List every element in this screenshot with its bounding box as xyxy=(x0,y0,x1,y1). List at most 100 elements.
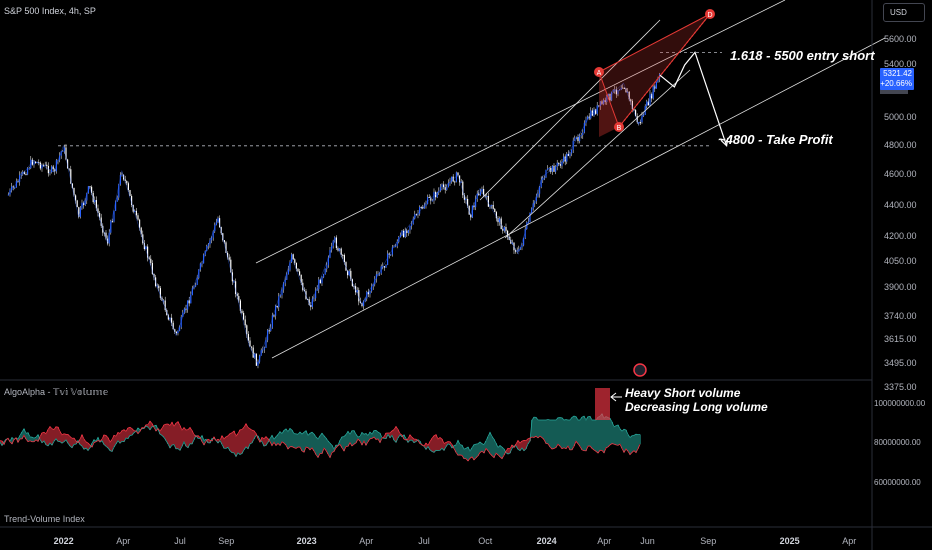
candle-body xyxy=(286,274,288,280)
candle-body xyxy=(649,94,651,106)
candle-body xyxy=(297,268,299,272)
candle-body xyxy=(628,91,630,100)
candle-body xyxy=(639,122,641,124)
candle-body xyxy=(158,285,160,289)
candle-body xyxy=(185,308,187,310)
candle-body xyxy=(22,171,24,174)
candle-body xyxy=(586,116,589,120)
candle-body xyxy=(442,184,445,188)
pattern-xab-fill xyxy=(599,72,619,137)
candle-body xyxy=(218,218,221,228)
candle-body xyxy=(609,93,611,101)
candle-body xyxy=(164,300,166,311)
candle-body xyxy=(84,200,86,206)
candle-body xyxy=(118,184,120,198)
candle-body xyxy=(558,162,560,165)
candle-body xyxy=(426,196,429,204)
candle-body xyxy=(217,218,219,223)
price-tick-label: 3615.00 xyxy=(884,334,917,345)
candle-body xyxy=(593,109,595,116)
price-tick-label: 3740.00 xyxy=(884,311,917,322)
candle-body xyxy=(502,229,504,231)
inner-lower-line xyxy=(504,69,691,239)
candle-body xyxy=(124,179,126,181)
candle-body xyxy=(454,181,456,183)
candle-body xyxy=(314,290,317,299)
candle-body xyxy=(7,194,9,196)
candle-body xyxy=(474,198,477,208)
candle-body xyxy=(146,246,149,258)
candle-body xyxy=(236,293,238,297)
projection-arrowhead xyxy=(720,137,729,148)
candle-body xyxy=(71,183,73,188)
last-price-tag: 5321.42 +20.66% xyxy=(880,68,914,90)
earnings-event-icon[interactable] xyxy=(633,363,647,377)
chart-title[interactable]: S&P 500 Index, 4h, SP xyxy=(4,6,96,16)
candle-body xyxy=(487,195,489,207)
candle-body xyxy=(622,87,624,89)
candle-body xyxy=(500,218,502,230)
candle-body xyxy=(177,330,179,334)
volume-pane xyxy=(0,388,641,462)
candle-body xyxy=(31,159,33,165)
candle-body xyxy=(482,188,485,196)
candle-body xyxy=(577,136,579,142)
price-series-line xyxy=(8,75,661,366)
indicator-title[interactable]: AlgoAlpha - 𝕋𝕧𝕚 𝕍𝕠𝕝𝕦𝕞𝕖 xyxy=(4,387,109,397)
candle-body xyxy=(68,168,70,170)
candle-body xyxy=(214,224,216,232)
candle-body xyxy=(159,288,161,298)
candle-body xyxy=(538,186,541,194)
candle-body xyxy=(630,99,632,101)
time-tick-label: Apr xyxy=(359,536,374,546)
candle-body xyxy=(182,312,184,317)
candle-body xyxy=(322,274,325,278)
heavy-short-highlight xyxy=(595,388,610,420)
candle-body xyxy=(318,279,320,290)
candle-body xyxy=(535,196,537,202)
candle-body xyxy=(262,349,264,351)
currency-button[interactable]: USD xyxy=(883,3,925,22)
candle-body xyxy=(631,100,633,110)
candle-body xyxy=(466,198,469,206)
candle-body xyxy=(287,269,289,275)
take-profit-annotation: ~4800 - Take Profit xyxy=(718,132,833,147)
candle-body xyxy=(617,90,619,95)
candle-body xyxy=(70,169,72,184)
candle-body xyxy=(138,219,141,228)
time-tick-label: Apr xyxy=(842,536,857,546)
candle-body xyxy=(478,193,480,196)
candle-body xyxy=(455,172,457,182)
candle-body xyxy=(356,290,358,293)
candle-body xyxy=(183,308,185,313)
candle-body xyxy=(334,237,336,241)
candle-body xyxy=(561,161,563,166)
candle-body xyxy=(596,105,598,114)
candle-body xyxy=(401,230,403,236)
candle-body xyxy=(249,340,251,347)
candle-body xyxy=(428,196,430,198)
candle-body xyxy=(348,270,350,276)
candle-body xyxy=(510,239,512,244)
candle-body xyxy=(167,315,169,320)
long-volume-line xyxy=(0,413,641,458)
candle-body xyxy=(537,193,539,197)
candle-body xyxy=(46,164,48,166)
volume-annotation-line2: Decreasing Long volume xyxy=(625,400,768,414)
candle-body xyxy=(410,223,413,226)
candle-body xyxy=(79,207,81,217)
time-tick-label: Apr xyxy=(597,536,612,546)
candle-body xyxy=(228,257,230,260)
candle-body xyxy=(239,300,241,311)
candle-body xyxy=(342,254,344,256)
candle-body xyxy=(268,330,270,332)
candle-body xyxy=(41,165,43,169)
candle-body xyxy=(199,263,201,270)
candle-body xyxy=(121,174,123,176)
candle-body xyxy=(39,162,41,169)
candle-body xyxy=(308,299,310,305)
candle-body xyxy=(255,353,257,366)
candle-body xyxy=(378,273,381,275)
point-b-marker: B xyxy=(614,122,624,132)
